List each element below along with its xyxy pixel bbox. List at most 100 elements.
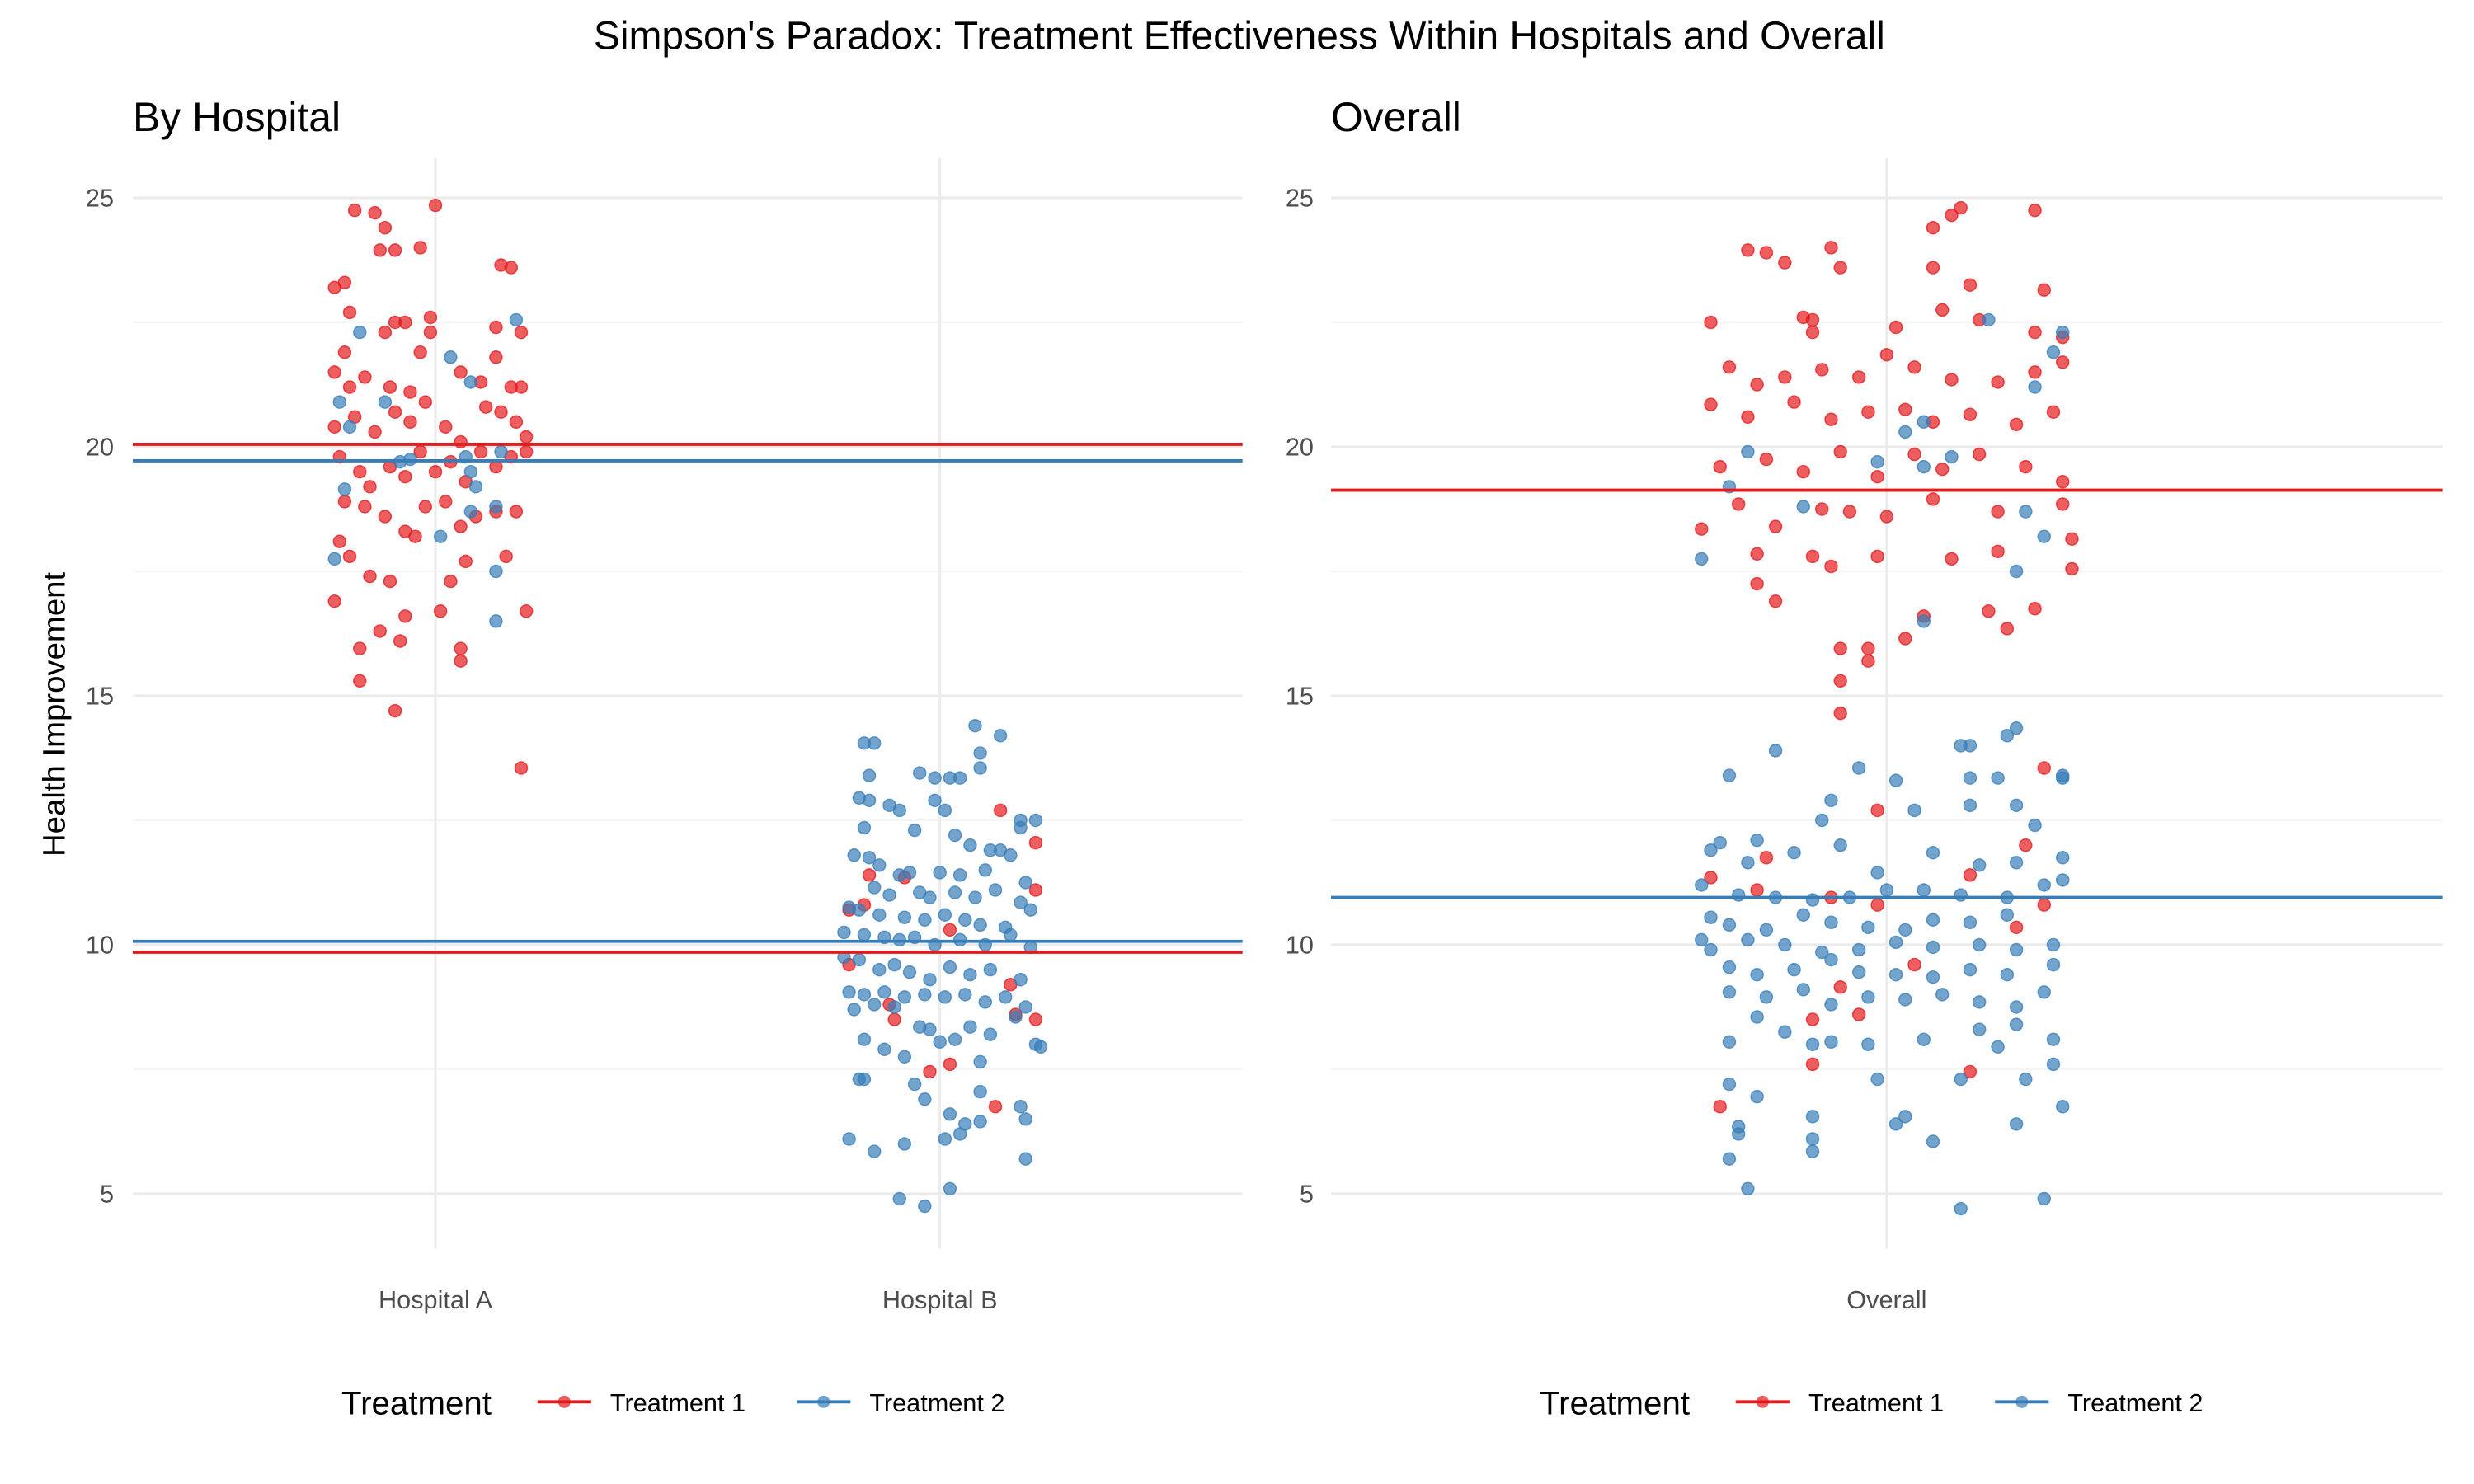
point-treatment-2 (2055, 1100, 2070, 1114)
point-treatment-2 (509, 312, 524, 327)
point-treatment-1 (1750, 547, 1764, 561)
point-treatment-1 (363, 569, 377, 584)
point-treatment-2 (444, 350, 458, 364)
point-treatment-1 (1945, 552, 1959, 566)
point-treatment-1 (1926, 492, 1940, 506)
point-treatment-2 (857, 988, 872, 1002)
point-treatment-2 (852, 952, 867, 967)
panel-subtitle-by-hospital: By Hospital (133, 94, 341, 140)
legend-by-hospital: Treatment Treatment 1 Treatment 2 (341, 1385, 1004, 1422)
point-treatment-1 (418, 395, 433, 409)
point-treatment-1 (342, 305, 357, 320)
point-treatment-1 (519, 444, 534, 459)
point-treatment-2 (1851, 942, 1866, 957)
point-treatment-2 (2009, 564, 2024, 579)
point-treatment-2 (1824, 952, 1838, 967)
point-treatment-1 (1805, 1057, 1820, 1072)
point-treatment-1 (494, 405, 508, 419)
point-treatment-2 (847, 848, 861, 862)
chart-title: Simpson's Paradox: Treatment Effectivene… (594, 14, 1885, 58)
point-treatment-1 (509, 415, 524, 430)
point-treatment-1 (1898, 402, 1912, 416)
point-treatment-2 (1787, 962, 1801, 977)
point-treatment-2 (1824, 998, 1838, 1012)
point-treatment-2 (1917, 1032, 1931, 1046)
point-treatment-1 (1815, 502, 1829, 516)
point-treatment-2 (2000, 729, 2015, 743)
point-treatment-2 (1796, 500, 1811, 514)
point-treatment-2 (463, 464, 478, 479)
point-treatment-1 (2037, 761, 2052, 775)
point-treatment-2 (862, 768, 877, 782)
point-treatment-2 (353, 325, 367, 340)
point-treatment-2 (902, 866, 917, 880)
legend-title: Treatment (341, 1385, 492, 1422)
point-treatment-2 (867, 998, 882, 1012)
point-treatment-2 (1879, 883, 1894, 897)
point-treatment-1 (514, 380, 529, 394)
point-treatment-2 (1750, 1010, 1764, 1024)
point-treatment-2 (489, 614, 503, 628)
point-treatment-2 (1033, 1040, 1048, 1054)
point-treatment-2 (1824, 1035, 1838, 1049)
point-treatment-1 (1695, 522, 1709, 536)
point-treatment-1 (1759, 851, 1774, 865)
point-treatment-1 (1704, 871, 1718, 885)
gridlines-by-hospital (133, 157, 1243, 1249)
point-treatment-2 (877, 1042, 891, 1057)
x-tick-label-hospital-a: Hospital A (379, 1286, 493, 1314)
point-treatment-2 (2046, 937, 2061, 952)
point-treatment-1 (398, 315, 412, 330)
point-treatment-1 (1982, 604, 1996, 618)
point-treatment-2 (1018, 1152, 1032, 1166)
point-treatment-1 (1796, 464, 1811, 479)
point-treatment-1 (993, 803, 1008, 818)
point-treatment-2 (1722, 960, 1737, 974)
point-treatment-2 (463, 375, 478, 389)
point-treatment-1 (1907, 957, 1921, 972)
point-treatment-1 (428, 198, 443, 213)
point-treatment-2 (892, 1191, 907, 1206)
point-treatment-2 (332, 395, 347, 409)
point-treatment-1 (398, 469, 412, 484)
point-treatment-2 (1778, 1025, 1792, 1039)
point-treatment-2 (897, 990, 912, 1004)
point-treatment-2 (842, 1132, 856, 1146)
point-treatment-1 (2046, 405, 2061, 419)
point-treatment-2 (1014, 820, 1028, 835)
point-treatment-1 (2065, 532, 2079, 546)
point-treatment-1 (1945, 208, 1959, 223)
point-treatment-2 (489, 500, 503, 514)
point-treatment-2 (1722, 1035, 1737, 1049)
point-treatment-1 (1713, 1100, 1727, 1114)
point-treatment-2 (1722, 918, 1737, 932)
point-treatment-2 (1963, 962, 1978, 977)
point-treatment-2 (1014, 1100, 1028, 1114)
point-treatment-2 (842, 985, 856, 999)
point-treatment-1 (439, 495, 453, 509)
point-treatment-2 (1004, 928, 1018, 942)
point-treatment-1 (1935, 303, 1950, 317)
point-treatment-2 (1991, 1040, 2005, 1054)
mean-lines-by-hospital (133, 443, 1243, 954)
point-treatment-2 (1870, 454, 1884, 469)
point-treatment-2 (872, 858, 887, 872)
point-treatment-1 (327, 365, 341, 379)
point-treatment-2 (1704, 910, 1718, 924)
point-treatment-1 (1907, 360, 1921, 374)
point-treatment-2 (958, 988, 972, 1002)
y-tick-label: 20 (1286, 434, 1314, 462)
point-treatment-1 (1768, 519, 1783, 533)
point-treatment-2 (952, 868, 967, 882)
point-treatment-2 (968, 890, 982, 904)
point-treatment-1 (347, 203, 362, 218)
point-treatment-1 (1805, 1012, 1820, 1026)
point-treatment-1 (1778, 256, 1792, 270)
point-treatment-2 (943, 960, 957, 974)
point-treatment-1 (1991, 375, 2005, 389)
legend-label-treatment-1: Treatment 1 (1808, 1389, 1944, 1417)
point-treatment-2 (1851, 761, 1866, 775)
panel-by-hospital: By Hospital Health Improvement 5 10 15 20 25… (37, 94, 1243, 1422)
point-treatment-2 (2009, 942, 2024, 957)
point-treatment-2 (337, 482, 352, 496)
